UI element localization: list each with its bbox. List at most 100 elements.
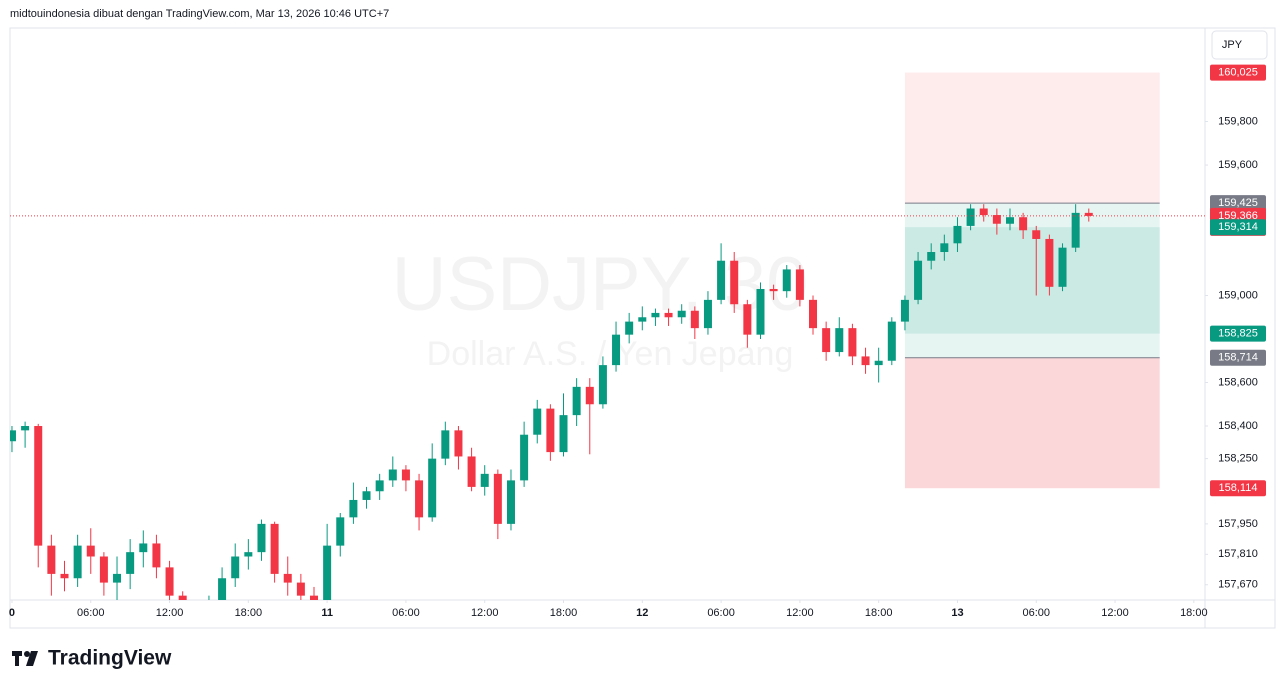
price-label-bg bbox=[1210, 349, 1266, 366]
candle-body bbox=[664, 312, 673, 318]
candle-body bbox=[625, 321, 634, 335]
price-label: 158,714 bbox=[1218, 352, 1258, 364]
currency[interactable]: JPY bbox=[1222, 39, 1243, 51]
candle-body bbox=[192, 611, 200, 618]
candle-body bbox=[769, 288, 778, 292]
x-tick-label: 18:00 bbox=[550, 607, 578, 619]
watermark-title: USDJPY, 30 bbox=[392, 242, 809, 327]
candle-body bbox=[677, 310, 686, 318]
candle-body bbox=[21, 426, 30, 431]
candle-body bbox=[178, 595, 187, 600]
price-label: 160,025 bbox=[1218, 66, 1258, 78]
currency-button[interactable] bbox=[1211, 30, 1268, 60]
candle-body bbox=[73, 545, 82, 579]
logo bbox=[12, 651, 38, 666]
candle-body bbox=[822, 328, 831, 353]
candle-body bbox=[1084, 212, 1093, 216]
candle-body bbox=[152, 543, 161, 568]
position-zone bbox=[904, 72, 1160, 204]
x-tick-label: 12:00 bbox=[1101, 607, 1129, 619]
candle-body bbox=[296, 582, 305, 596]
y-tick-label: 159,800 bbox=[1218, 115, 1258, 127]
price-label: 158,114 bbox=[1219, 482, 1258, 494]
candle-body bbox=[1045, 238, 1054, 287]
x-tick-label: 12 bbox=[636, 607, 648, 619]
y-tick-label: 159,000 bbox=[1218, 289, 1258, 301]
candle-body bbox=[493, 473, 502, 524]
price-label: 159,425 bbox=[1218, 197, 1258, 209]
candle-body bbox=[428, 458, 437, 518]
candle-body bbox=[953, 225, 962, 244]
x-tick-label: 11 bbox=[321, 607, 333, 619]
position-zone bbox=[904, 357, 1160, 489]
candle-body bbox=[520, 434, 529, 481]
candle-body bbox=[441, 430, 450, 459]
x-tick-label: 06:00 bbox=[77, 607, 105, 619]
candle-body bbox=[795, 269, 804, 300]
candle-body bbox=[1005, 217, 1014, 224]
x-tick-label: 18:00 bbox=[1180, 607, 1208, 619]
price-label-bg bbox=[1210, 325, 1266, 342]
price-label: 158,825 bbox=[1218, 327, 1258, 339]
candle-body bbox=[848, 328, 857, 357]
candle-body bbox=[349, 499, 358, 518]
candle-body bbox=[690, 310, 699, 329]
candle-body bbox=[467, 456, 476, 487]
candle-body bbox=[1019, 217, 1028, 231]
x-tick-label: 18:00 bbox=[865, 607, 893, 619]
x-tick-label: 18:00 bbox=[235, 607, 263, 619]
x-tick-label: 06:00 bbox=[707, 607, 735, 619]
candle-body bbox=[638, 317, 647, 322]
candle-body bbox=[835, 328, 844, 353]
candle-body bbox=[506, 480, 515, 524]
price-label: 159,314 bbox=[1218, 221, 1258, 233]
price-label-bg bbox=[1210, 219, 1266, 236]
candle-body bbox=[139, 543, 148, 553]
candle-body bbox=[979, 208, 988, 216]
candle-body bbox=[362, 491, 371, 500]
candle-body bbox=[244, 552, 253, 557]
candle-body bbox=[34, 426, 43, 546]
candle-body bbox=[703, 299, 712, 329]
candle-body bbox=[651, 312, 660, 318]
candle-body bbox=[874, 360, 883, 366]
y-tick-label: 157,810 bbox=[1218, 548, 1258, 560]
watermark-subtitle: Dollar A.S. / Yen Jepang bbox=[427, 335, 794, 373]
candle-body bbox=[205, 600, 213, 617]
candle-body bbox=[717, 260, 726, 300]
candle-body bbox=[914, 260, 923, 300]
y-tick-label: 158,250 bbox=[1218, 453, 1258, 465]
candle-body bbox=[218, 578, 227, 600]
candle-body bbox=[585, 386, 594, 405]
price-label: 159,366 bbox=[1218, 210, 1258, 222]
candle-body bbox=[927, 252, 936, 261]
candle-body bbox=[401, 469, 410, 481]
candle-body bbox=[1058, 247, 1067, 287]
y-tick-label: 158,600 bbox=[1218, 376, 1258, 388]
candle-body bbox=[454, 430, 463, 457]
y-tick-label: 157,950 bbox=[1218, 518, 1258, 530]
candle-body bbox=[10, 430, 16, 442]
candle-body bbox=[375, 480, 384, 492]
candle-body bbox=[480, 473, 489, 487]
y-tick-label: 158,400 bbox=[1218, 420, 1258, 432]
candle-body bbox=[283, 573, 292, 583]
candle-body bbox=[572, 386, 581, 416]
candle-body bbox=[940, 243, 949, 253]
frame bbox=[9, 27, 1276, 629]
price-label-bg bbox=[1210, 195, 1266, 212]
candle-body bbox=[546, 408, 555, 453]
candle-body bbox=[231, 556, 240, 579]
candle-body bbox=[165, 567, 174, 596]
brand: TradingView bbox=[48, 647, 172, 670]
candle-body bbox=[533, 408, 542, 435]
candle-body bbox=[310, 595, 319, 600]
candle-body bbox=[992, 215, 1001, 224]
candle-body bbox=[900, 299, 909, 322]
x-tick-label: 0 bbox=[9, 607, 15, 619]
candle-body bbox=[559, 415, 568, 453]
candle-body bbox=[113, 573, 122, 583]
candle-body bbox=[99, 556, 108, 583]
position-zone bbox=[904, 227, 1160, 334]
